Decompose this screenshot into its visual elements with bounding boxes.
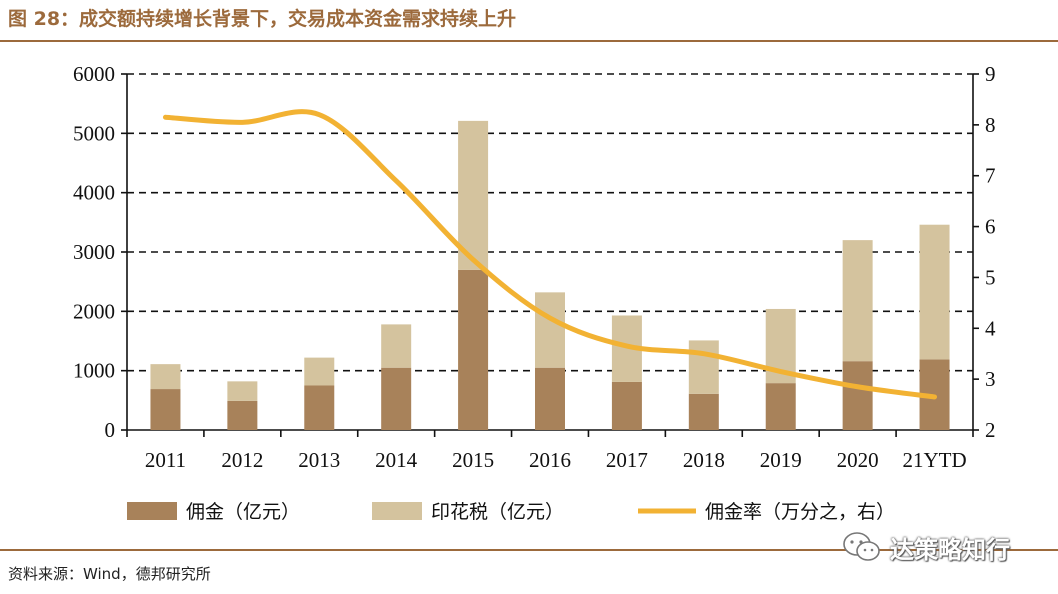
legend-swatch-stamp-tax [372,502,422,520]
source-note: 资料来源：Wind，德邦研究所 [8,565,211,583]
bar-stamp-tax [842,240,873,362]
watermark: 达策略知行 [842,527,1047,567]
bar-commission [842,361,873,430]
x-tick-label: 2014 [375,448,418,472]
legend-label-commission: 佣金（亿元） [186,501,300,523]
watermark-text: 达策略知行 [890,535,1010,564]
title-divider [0,40,1058,42]
wechat-icon [843,532,880,561]
bar-stamp-tax [150,364,181,390]
y-left-tick-label: 5000 [73,121,115,145]
x-tick-label: 2012 [221,448,263,472]
bar-commission [304,385,335,430]
bar-commission [458,269,489,430]
bar-commission [150,389,181,430]
legend-label-commission-rate: 佣金率（万分之，右） [705,501,895,523]
y-left-tick-label: 2000 [73,299,115,323]
y-right-tick-label: 2 [985,418,996,442]
x-tick-label: 2018 [683,448,725,472]
x-tick-label: 2015 [452,448,494,472]
bar-stamp-tax [688,340,719,394]
legend-swatch-commission [127,502,177,520]
bar-stamp-tax [304,357,335,386]
y-right-tick-label: 9 [985,62,996,86]
bar-stamp-tax [919,224,950,360]
y-right-tick-label: 4 [985,316,996,340]
bar-commission [535,367,565,430]
line-commission-rate [162,109,938,400]
bar-commission [765,383,796,430]
y-right-tick-label: 3 [985,367,996,391]
figure-title: 图 28：成交额持续增长背景下，交易成本资金需求持续上升 [8,8,517,30]
y-right-tick-label: 8 [985,113,996,137]
x-tick-label: 2016 [529,448,571,472]
y-left-tick-label: 1000 [73,359,115,383]
bar-stamp-tax [227,381,258,401]
bar-commission [688,393,719,430]
legend-label-stamp-tax: 印花税（亿元） [431,501,564,523]
x-tick-label: 2013 [298,448,340,472]
y-left-tick-label: 6000 [73,62,115,86]
bar-stamp-tax [381,324,412,368]
y-right-tick-label: 5 [985,265,996,289]
x-tick-label: 2011 [145,448,186,472]
bar-commission [227,400,258,430]
x-tick-label: 2017 [606,448,648,472]
chart: 0 1000 2000 3000 4000 5000 6000 2 3 4 5 6 7 8 9 2011 201… [73,62,996,523]
footer-divider [0,549,1058,551]
x-tick-label: 2019 [760,448,802,472]
bar-stamp-tax [458,120,489,270]
x-tick-label: 21YTD [902,448,966,472]
y-left-tick-label: 0 [105,418,116,442]
y-right-tick-label: 6 [985,215,996,239]
y-left-tick-label: 4000 [73,181,115,205]
y-left-tick-label: 3000 [73,240,115,264]
x-tick-label: 2020 [837,448,879,472]
bar-commission [381,367,412,430]
bar-stamp-tax [535,292,565,368]
bar-commission [611,381,642,430]
y-right-tick-label: 7 [985,164,996,188]
